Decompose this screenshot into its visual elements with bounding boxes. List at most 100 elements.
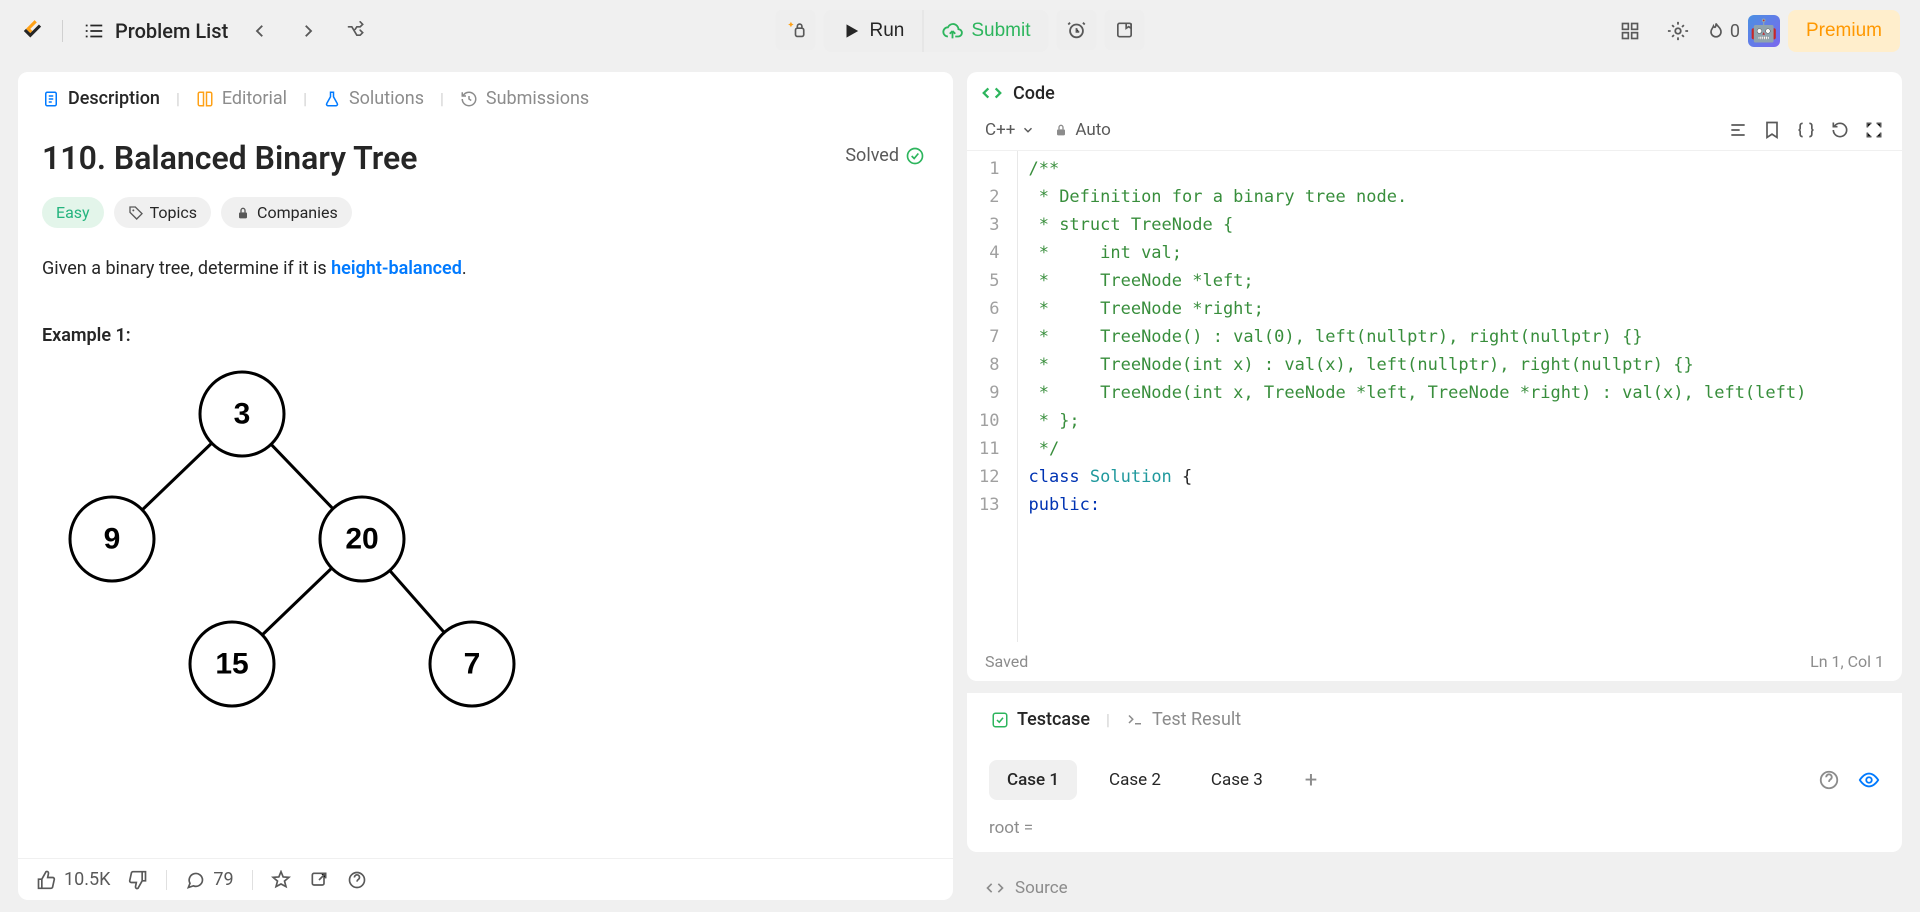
list-icon [83,20,105,42]
code-editor[interactable]: 12345678910111213 /** * Definition for a… [967,150,1902,642]
star-icon [271,870,291,890]
topbar: Problem List Run Submit [0,0,1920,62]
comments-button[interactable]: 79 [185,869,233,890]
comment-icon [185,870,205,890]
reset-icon[interactable] [1830,120,1850,140]
svg-text:15: 15 [215,647,248,680]
streak-counter[interactable]: 0 [1706,21,1740,42]
alarm-icon [1066,19,1088,41]
tab-description[interactable]: Description [32,82,170,115]
tab-testcase[interactable]: Testcase [981,703,1100,736]
check-square-icon [991,711,1009,729]
book-icon [196,90,214,108]
sparkle-lock-icon [785,19,807,41]
question-circle-icon[interactable] [1818,769,1840,791]
doc-icon [42,90,60,108]
eye-icon[interactable] [1858,769,1880,791]
history-icon [460,90,478,108]
run-button[interactable]: Run [824,10,924,52]
cloud-upload-icon [941,20,963,42]
tab-submissions[interactable]: Submissions [450,82,599,115]
svg-text:9: 9 [104,522,121,555]
problem-statement: Given a binary tree, determine if it is … [42,254,929,285]
thumbs-down-icon [128,870,148,890]
solved-indicator: Solved [845,145,925,166]
code-lines: /** * Definition for a binary tree node.… [1017,151,1902,642]
code-header: Code [967,72,1902,114]
problem-title: 110. Balanced Binary Tree [42,139,929,177]
braces-icon[interactable] [1796,120,1816,140]
topics-badge[interactable]: Topics [114,197,211,228]
shuffle-icon [346,21,366,41]
dislike-button[interactable] [128,870,148,890]
like-button[interactable]: 10.5K [36,869,110,890]
problem-tabs: Description | Editorial | Solutions | Su… [18,72,953,125]
premium-button[interactable]: Premium [1788,10,1900,52]
divider [62,20,63,42]
debug-button[interactable] [776,10,816,50]
case-tab-3[interactable]: Case 3 [1193,760,1281,800]
settings-button[interactable] [1658,11,1698,51]
tab-solutions[interactable]: Solutions [313,82,434,115]
code-panel: Code C++ Auto [967,72,1902,681]
layout-button[interactable] [1610,11,1650,51]
flask-icon [323,90,341,108]
case-tab-1[interactable]: Case 1 [989,760,1077,800]
tab-editorial[interactable]: Editorial [186,82,297,115]
chevron-right-icon [299,22,317,40]
format-icon[interactable] [1728,120,1748,140]
problem-footer: 10.5K 79 [18,858,953,900]
example-label: Example 1: [42,325,929,346]
next-button[interactable] [288,11,328,51]
fullscreen-icon[interactable] [1864,120,1884,140]
problem-list-button[interactable]: Problem List [79,13,232,49]
companies-badge[interactable]: Companies [221,197,352,228]
note-icon [1115,20,1135,40]
play-icon [842,21,862,41]
editor-tools [1728,120,1884,140]
height-balanced-link[interactable]: height-balanced [331,258,462,279]
language-selector[interactable]: C++ [985,120,1035,140]
bookmark-icon[interactable] [1762,120,1782,140]
svg-text:20: 20 [345,522,378,555]
share-icon [309,870,329,890]
gear-icon [1667,20,1689,42]
tab-test-result[interactable]: Test Result [1116,703,1251,736]
avatar[interactable]: 🤖 [1748,15,1780,47]
problem-panel: Description | Editorial | Solutions | Su… [18,72,953,900]
svg-text:7: 7 [464,647,481,680]
code-icon-small [985,878,1005,898]
tree-diagram: 3920157 [42,364,542,714]
code-toolbar: C++ Auto [967,114,1902,150]
prev-button[interactable] [240,11,280,51]
leetcode-logo-icon[interactable] [20,18,46,44]
timer-button[interactable] [1057,10,1097,50]
help-button[interactable] [347,870,367,890]
lock-small-icon [1053,122,1069,138]
chevron-left-icon [251,22,269,40]
testcase-panel: Testcase | Test Result Case 1 Case 2 Cas… [967,693,1902,852]
notes-button[interactable] [1105,10,1145,50]
question-icon [347,870,367,890]
line-gutter: 12345678910111213 [967,151,1017,642]
submit-button[interactable]: Submit [923,10,1048,52]
case-tools [1818,769,1880,791]
add-case-button[interactable]: + [1295,768,1327,793]
problem-body: Solved 110. Balanced Binary Tree Easy To… [18,125,953,858]
shuffle-button[interactable] [336,11,376,51]
terminal-icon [1126,711,1144,729]
favorite-button[interactable] [271,870,291,890]
cursor-position: Ln 1, Col 1 [1810,652,1884,671]
root-label: root = [989,818,1880,838]
main-area: Description | Editorial | Solutions | Su… [0,62,1920,912]
share-button[interactable] [309,870,329,890]
chevron-down-icon [1021,123,1035,137]
fire-icon [1706,21,1726,41]
right-actions: 0 🤖 Premium [1610,10,1900,52]
grid-icon [1620,21,1640,41]
case-tabs: Case 1 Case 2 Case 3 + [989,760,1880,800]
auto-complete-toggle[interactable]: Auto [1053,120,1110,140]
case-tab-2[interactable]: Case 2 [1091,760,1179,800]
source-bar[interactable]: Source [967,864,1902,912]
difficulty-badge: Easy [42,197,104,228]
